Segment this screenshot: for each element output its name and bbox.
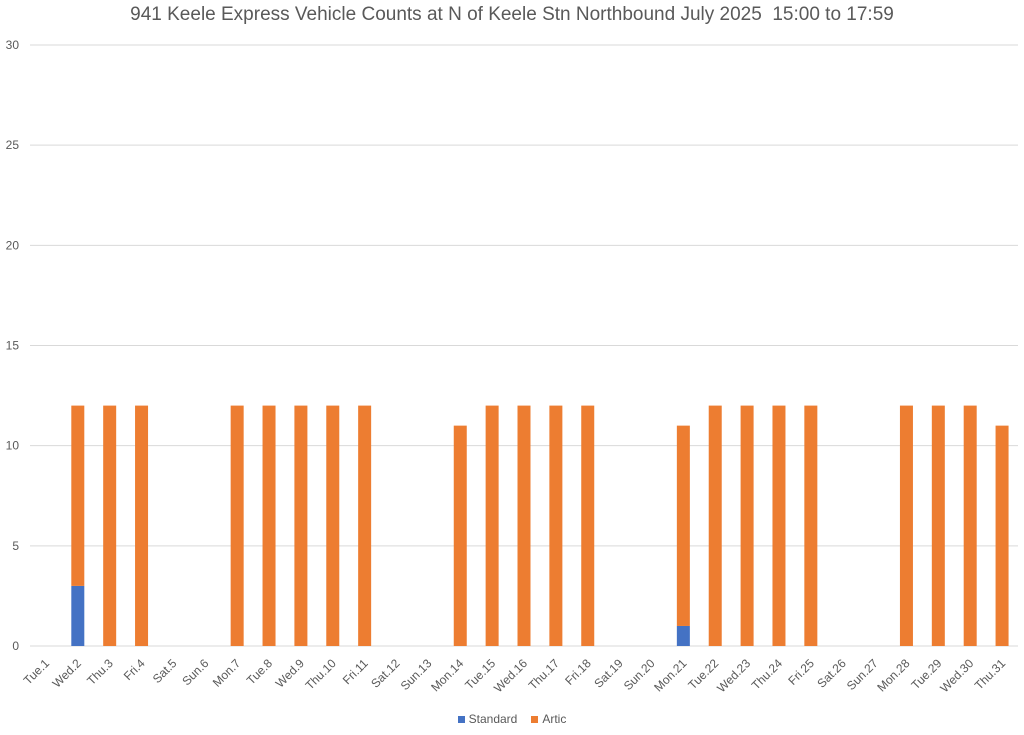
- y-axis-ticks: 0 5 10 15 20 25 30: [6, 38, 20, 653]
- y-tick-label: 15: [6, 339, 20, 353]
- bar-artic-Tue.29: [931, 405, 945, 646]
- x-tick-label: Wed.23: [714, 656, 753, 695]
- x-tick-label: Sun.20: [621, 656, 658, 693]
- legend-swatch-artic: [531, 715, 539, 723]
- x-tick-label: Fri.11: [340, 656, 371, 687]
- x-tick-label: Wed.16: [491, 656, 530, 695]
- x-tick-label: Mon.21: [651, 656, 689, 694]
- y-tick-label: 30: [6, 38, 20, 52]
- bar-artic-Fri.25: [804, 405, 818, 646]
- x-tick-label: Mon.14: [428, 656, 466, 694]
- legend-label-artic: Artic: [542, 712, 567, 726]
- bar-artic-Tue.8: [262, 405, 276, 646]
- bar-standard-Mon.21: [676, 625, 690, 646]
- x-tick-label: Thu.3: [84, 656, 116, 688]
- x-tick-label: Mon.7: [210, 656, 244, 690]
- legend-swatch-standard: [457, 715, 465, 723]
- x-tick-label: Thu.31: [972, 656, 1009, 693]
- y-tick-label: 25: [6, 138, 20, 152]
- legend-item-artic: Artic: [531, 712, 566, 726]
- x-tick-label: Fri.18: [562, 656, 594, 688]
- bar-artic-Fri.11: [358, 405, 372, 646]
- bar-artic-Tue.15: [485, 405, 499, 646]
- legend-label-standard: Standard: [468, 712, 518, 726]
- x-tick-label: Sat.5: [150, 656, 180, 686]
- legend-item-standard: Standard: [457, 712, 518, 726]
- y-tick-label: 0: [12, 639, 19, 653]
- bar-artic-Wed.16: [517, 405, 531, 646]
- bar-artic-Mon.14: [453, 425, 467, 646]
- bar-artic-Thu.10: [326, 405, 340, 646]
- x-tick-label: Fri.25: [785, 656, 817, 688]
- bar-standard-Wed.2: [71, 585, 85, 646]
- y-tick-label: 5: [12, 539, 19, 553]
- x-tick-label: Sun.27: [844, 656, 881, 693]
- x-tick-label: Tue.1: [21, 656, 53, 688]
- x-tick-label: Thu.10: [303, 656, 340, 693]
- x-tick-label: Wed.9: [273, 656, 308, 691]
- bar-artic-Wed.2: [71, 405, 85, 586]
- x-tick-label: Wed.2: [50, 656, 85, 691]
- bar-artic-Thu.3: [103, 405, 117, 646]
- bar-artic-Wed.30: [963, 405, 977, 646]
- chart-title: 941 Keele Express Vehicle Counts at N of…: [130, 4, 894, 25]
- x-tick-label: Sat.19: [591, 656, 626, 691]
- y-tick-label: 10: [6, 439, 20, 453]
- bar-artic-Wed.23: [740, 405, 754, 646]
- x-tick-label: Thu.17: [526, 656, 563, 693]
- x-tick-label: Sun.13: [398, 656, 435, 693]
- bars: [71, 405, 1009, 646]
- bar-artic-Mon.21: [676, 425, 690, 626]
- bar-artic-Thu.31: [995, 425, 1009, 646]
- bar-artic-Fri.18: [581, 405, 595, 646]
- bar-artic-Tue.22: [708, 405, 722, 646]
- x-tick-label: Fri.4: [121, 656, 148, 683]
- y-tick-label: 20: [6, 238, 20, 252]
- legend: Standard Artic: [0, 712, 1024, 726]
- x-tick-label: Sat.26: [814, 656, 849, 691]
- x-tick-label: Sat.12: [368, 656, 403, 691]
- x-tick-label: Sun.6: [179, 656, 211, 688]
- bar-artic-Thu.17: [549, 405, 563, 646]
- x-tick-label: Mon.28: [874, 656, 912, 694]
- x-tick-label: Thu.24: [749, 656, 786, 693]
- x-tick-label: Tue.8: [244, 656, 276, 688]
- x-tick-label: Wed.30: [937, 656, 976, 695]
- bar-artic-Thu.24: [772, 405, 786, 646]
- bar-artic-Wed.9: [294, 405, 308, 646]
- bar-artic-Fri.4: [135, 405, 149, 646]
- bar-artic-Mon.7: [230, 405, 244, 646]
- bar-artic-Mon.28: [899, 405, 913, 646]
